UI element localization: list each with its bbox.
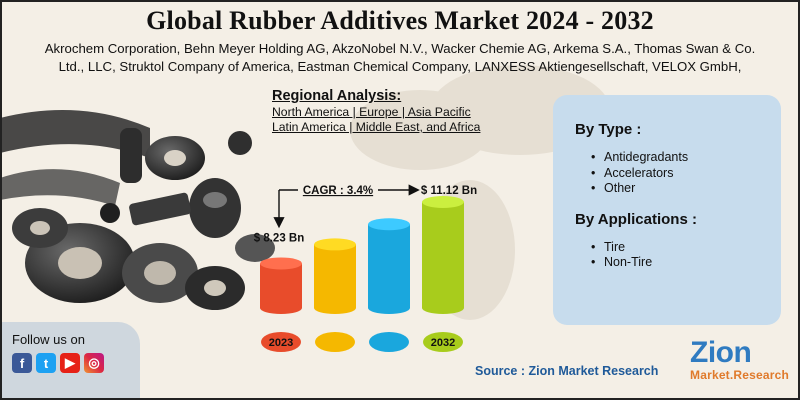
chart-bar: 2032: [422, 196, 464, 352]
year-label: 2023: [269, 337, 293, 349]
bar-body: [368, 224, 410, 308]
market-growth-chart: 2023 2032 $ 8.23 Bn $ 11.12 Bn CAGR : 3.4%: [254, 184, 477, 352]
rubber-parts-illustration: [0, 110, 275, 310]
regional-line-2: Latin America | Middle East, and Africa: [272, 120, 481, 134]
logo-sub-b: Research: [733, 368, 790, 382]
by-type-item: Antidegradants: [591, 150, 759, 166]
companies-line-1: Akrochem Corporation, Behn Meyer Holding…: [44, 41, 756, 56]
bar-body: [314, 244, 356, 308]
social-icons: f t ▶ ◎: [12, 353, 140, 373]
follow-us-label: Follow us on: [12, 332, 85, 347]
companies-list: Akrochem Corporation, Behn Meyer Holding…: [8, 40, 792, 76]
segment-panel: By Type : Antidegradants Accelerators Ot…: [553, 95, 781, 325]
chart-bar: [314, 238, 356, 352]
bar-body: [422, 202, 464, 308]
twitter-icon[interactable]: t: [36, 353, 56, 373]
facebook-icon[interactable]: f: [12, 353, 32, 373]
start-value-label: $ 8.23 Bn: [254, 232, 305, 244]
end-value-label: $ 11.12 Bn: [421, 185, 477, 197]
by-type-list: Antidegradants Accelerators Other: [591, 150, 759, 197]
bar-bottom: [368, 302, 410, 314]
year-badge: [369, 332, 409, 352]
youtube-icon[interactable]: ▶: [60, 353, 80, 373]
bar-top: [260, 257, 302, 270]
by-type-item: Other: [591, 181, 759, 197]
by-type-item: Accelerators: [591, 166, 759, 182]
chart-bar: 2023: [260, 257, 302, 352]
page-title: Global Rubber Additives Market 2024 - 20…: [146, 6, 654, 35]
by-applications-title: By Applications :: [575, 210, 697, 228]
bar-bottom: [260, 302, 302, 314]
bar-top: [314, 238, 356, 251]
year-label: 2032: [431, 337, 455, 349]
logo-main-text: Zion: [690, 336, 752, 369]
bar-body: [260, 263, 302, 308]
by-applications-list: Tire Non-Tire: [591, 240, 759, 271]
by-applications-item: Tire: [591, 240, 759, 256]
zion-logo: Zion Market.Research: [690, 338, 790, 394]
by-applications-item: Non-Tire: [591, 255, 759, 271]
bar-top: [368, 218, 410, 231]
year-badge: [423, 332, 463, 352]
logo-sub-a: Market.: [690, 368, 734, 382]
bar-bottom: [314, 302, 356, 314]
logo-sub-text: Market.Research: [690, 368, 790, 382]
source-label: Source : Zion Market Research: [475, 364, 659, 378]
regional-line-1: North America | Europe | Asia Pacific: [272, 105, 471, 119]
cagr-label: CAGR : 3.4%: [303, 185, 373, 197]
year-badge: [261, 332, 301, 352]
companies-line-2: Ltd., LLC, Struktol Company of America, …: [58, 59, 742, 74]
follow-us-box: Follow us on f t ▶ ◎: [0, 322, 140, 398]
regional-title: Regional Analysis:: [272, 88, 402, 104]
instagram-icon[interactable]: ◎: [84, 353, 104, 373]
by-type-title: By Type :: [575, 121, 642, 138]
regional-analysis: Regional Analysis: North America | Europ…: [272, 88, 480, 135]
year-badge: [315, 332, 355, 352]
bar-bottom: [422, 302, 464, 314]
chart-bar: [368, 218, 410, 352]
bar-top: [422, 196, 464, 208]
